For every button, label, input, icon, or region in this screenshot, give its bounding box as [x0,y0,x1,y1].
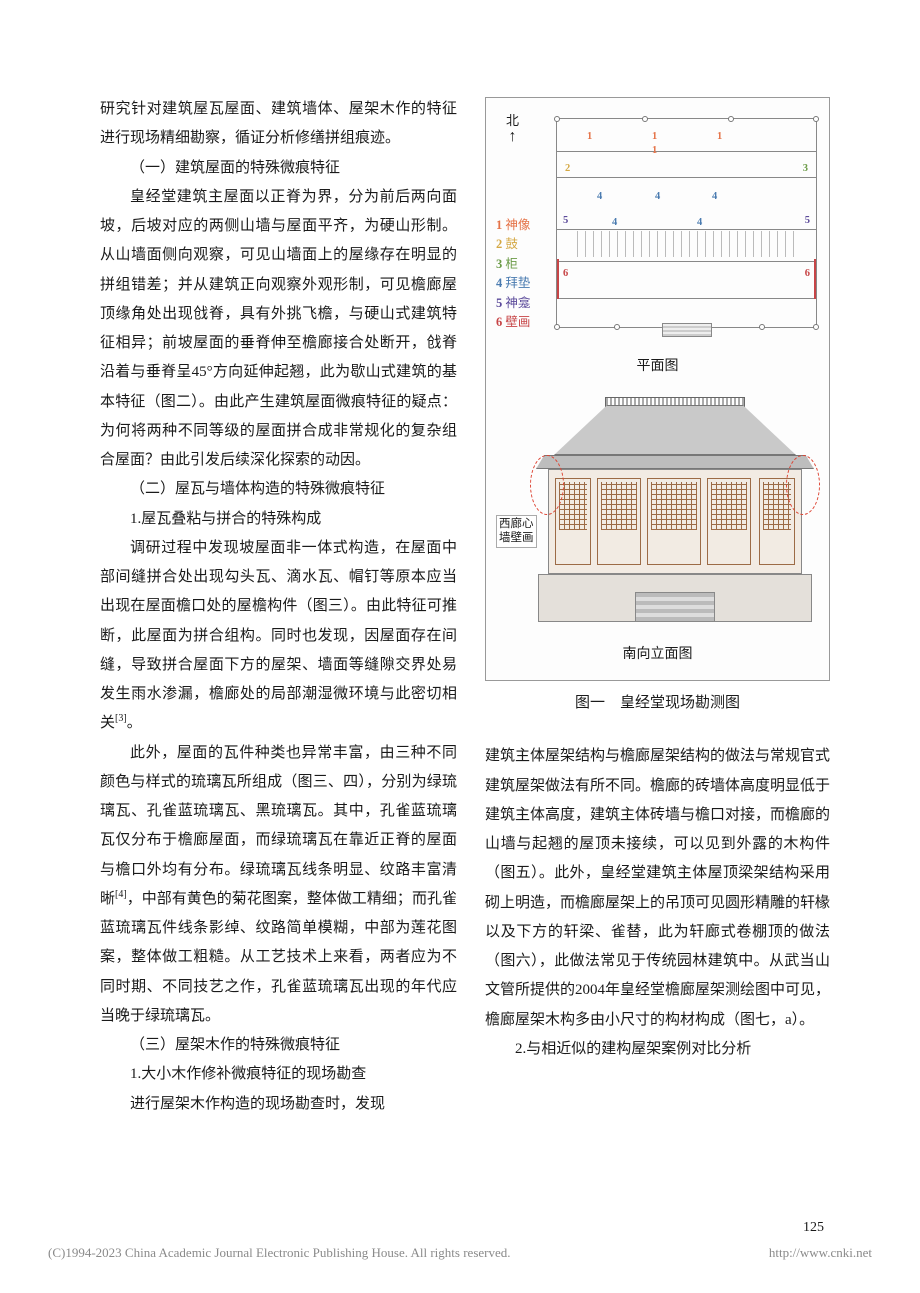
legend-4: 4 拜垫 [496,274,530,293]
para-2-main: 调研过程中发现坡屋面非一体式构造，在屋面中部间缝拼合处出现勾头瓦、滴水瓦、帽钉等… [100,540,457,732]
elevation-annotation: 西廊心 墙壁画 [496,515,537,548]
page-number: 125 [803,1214,824,1241]
heading-2: （二）屋瓦与墙体构造的特殊微痕特征 [100,475,457,504]
legend-1: 1 神像 [496,216,530,235]
north-indicator: 北 ↑ [506,114,519,146]
legend-2: 2 鼓 [496,235,530,254]
elevation-label: 南向立面图 [496,641,819,668]
right-column: 北 ↑ [485,95,830,1119]
elevation-view: 西廊心 墙壁画 南向立面图 [496,385,819,670]
heading-3-1: 1.大小木作修补微痕特征的现场勘查 [100,1060,457,1089]
plan-view: 北 ↑ [496,108,819,383]
heading-3: （三）屋架木作的特殊微痕特征 [100,1031,457,1060]
para-4: 进行屋架木作构造的现场勘查时，发现 [100,1090,457,1119]
elevation-building [536,397,814,622]
legend-5: 5 神龛 [496,294,530,313]
cite-4: [4] [115,889,127,900]
para-3a: 此外，屋面的瓦件种类也异常丰富，由三种不同颜色与样式的琉璃瓦所组成（图三、四），… [100,745,457,907]
para-2-end: 。 [127,715,142,731]
right-para-1: 建筑主体屋架结构与檐廊屋架结构的做法与常规官式建筑屋架做法有所不同。檐廊的砖墙体… [485,742,830,1035]
legend-3: 3 柜 [496,255,530,274]
heading-1: （一）建筑屋面的特殊微痕特征 [100,154,457,183]
callout-circle-left [530,455,564,515]
para-intro: 研究针对建筑屋瓦屋面、建筑墙体、屋架木作的特征进行现场精细勘察，循证分析修缮拼组… [100,95,457,154]
figure-1: 北 ↑ [485,97,830,681]
para-3: 此外，屋面的瓦件种类也异常丰富，由三种不同颜色与样式的琉璃瓦所组成（图三、四），… [100,739,457,1032]
para-1: 皇经堂建筑主屋面以正脊为界，分为前后两向面坡，后坡对应的两侧山墙与屋面平齐，为硬… [100,183,457,476]
plan-legend: 1 神像 2 鼓 3 柜 4 拜垫 5 神龛 6 壁画 [496,216,530,332]
plan-label: 平面图 [496,353,819,380]
legend-6: 6 壁画 [496,313,530,332]
copyright-text: (C)1994-2023 China Academic Journal Elec… [48,1245,511,1260]
para-2: 调研过程中发现坡屋面非一体式构造，在屋面中部间缝拼合处出现勾头瓦、滴水瓦、帽钉等… [100,534,457,739]
plan-outline: 1 1 1 1 2 3 4 4 4 4 4 5 5 6 6 [556,118,817,328]
left-column: 研究针对建筑屋瓦屋面、建筑墙体、屋架木作的特征进行现场精细勘察，循证分析修缮拼组… [100,95,457,1119]
copyright-footer: (C)1994-2023 China Academic Journal Elec… [48,1240,872,1265]
building-body [548,469,802,574]
copyright-link[interactable]: http://www.cnki.net [769,1240,872,1265]
north-arrow-icon: ↑ [506,128,519,146]
para-3b: ，中部有黄色的菊花图案，整体做工精细；而孔雀蓝琉璃瓦件线条影绰、纹路简单模糊，中… [100,891,457,1024]
roof [536,397,814,469]
callout-circle-right [786,455,820,515]
right-text-block: 建筑主体屋架结构与檐廊屋架结构的做法与常规官式建筑屋架做法有所不同。檐廊的砖墙体… [485,742,830,1064]
right-heading-2: 2.与相近似的建构屋架案例对比分析 [485,1035,830,1064]
cite-3: [3] [115,713,127,724]
heading-2-1: 1.屋瓦叠粘与拼合的特殊构成 [100,505,457,534]
north-label: 北 [506,114,519,128]
figure-caption: 图一 皇经堂现场勘测图 [485,689,830,718]
page-columns: 研究针对建筑屋瓦屋面、建筑墙体、屋架木作的特征进行现场精细勘察，循证分析修缮拼组… [100,95,830,1119]
building-base [538,574,812,622]
